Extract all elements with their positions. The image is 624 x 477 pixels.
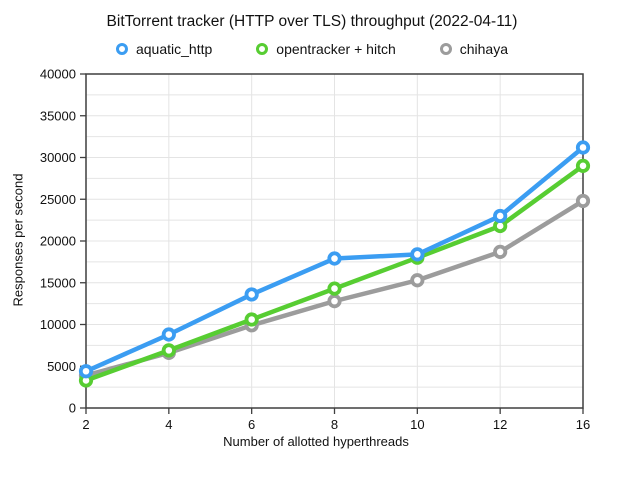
legend-ring-icon <box>256 43 269 55</box>
legend-ring-icon <box>115 43 128 55</box>
legend-item-chihaya: chihaya <box>439 41 509 57</box>
data-point-aquatic_http <box>575 140 591 155</box>
y-tick-label: 0 <box>69 401 76 416</box>
legend-item-opentracker-hitch: opentracker + hitch <box>256 41 396 57</box>
data-point-opentracker + hitch <box>327 281 342 296</box>
data-point-aquatic_http <box>493 208 508 224</box>
x-tick-label: 8 <box>331 417 338 432</box>
data-point-chihaya <box>410 273 425 288</box>
legend: aquatic_http opentracker + hitch chihaya <box>0 41 624 57</box>
x-tick-label: 12 <box>493 417 507 432</box>
data-point-aquatic_http <box>78 364 94 379</box>
data-point-opentracker + hitch <box>575 158 591 173</box>
data-point-opentracker + hitch <box>161 343 176 358</box>
data-point-chihaya <box>575 193 591 209</box>
y-tick-label: 5000 <box>47 359 76 374</box>
y-tick-label: 40000 <box>40 67 76 82</box>
x-axis-title: Number of allotted hyperthreads <box>223 434 409 449</box>
y-tick-label: 30000 <box>40 150 76 165</box>
data-point-aquatic_http <box>410 247 425 262</box>
legend-ring-icon <box>439 43 452 55</box>
y-tick-label: 15000 <box>40 275 76 290</box>
legend-label: aquatic_http <box>135 41 213 57</box>
data-point-chihaya <box>327 294 342 309</box>
x-tick-label: 16 <box>576 417 590 432</box>
x-tick-label: 6 <box>248 417 255 432</box>
data-point-aquatic_http <box>327 251 342 266</box>
y-axis-title: Responses per second <box>10 173 26 307</box>
x-tick-label: 2 <box>82 417 89 432</box>
y-tick-label: 25000 <box>40 192 76 207</box>
y-tick-label: 10000 <box>40 317 76 332</box>
data-point-aquatic_http <box>244 287 259 302</box>
data-point-chihaya <box>493 244 508 259</box>
x-tick-label: 4 <box>165 417 172 432</box>
data-point-opentracker + hitch <box>244 312 259 327</box>
legend-item-aquatic-http: aquatic_http <box>115 41 213 57</box>
y-tick-label: 20000 <box>40 234 76 249</box>
y-tick-label: 35000 <box>40 108 76 123</box>
legend-label: chihaya <box>459 41 509 57</box>
chart-title: BitTorrent tracker (HTTP over TLS) throu… <box>106 13 518 30</box>
x-tick-label: 10 <box>410 417 424 432</box>
data-point-aquatic_http <box>161 327 176 342</box>
legend-label: opentracker + hitch <box>276 41 396 57</box>
